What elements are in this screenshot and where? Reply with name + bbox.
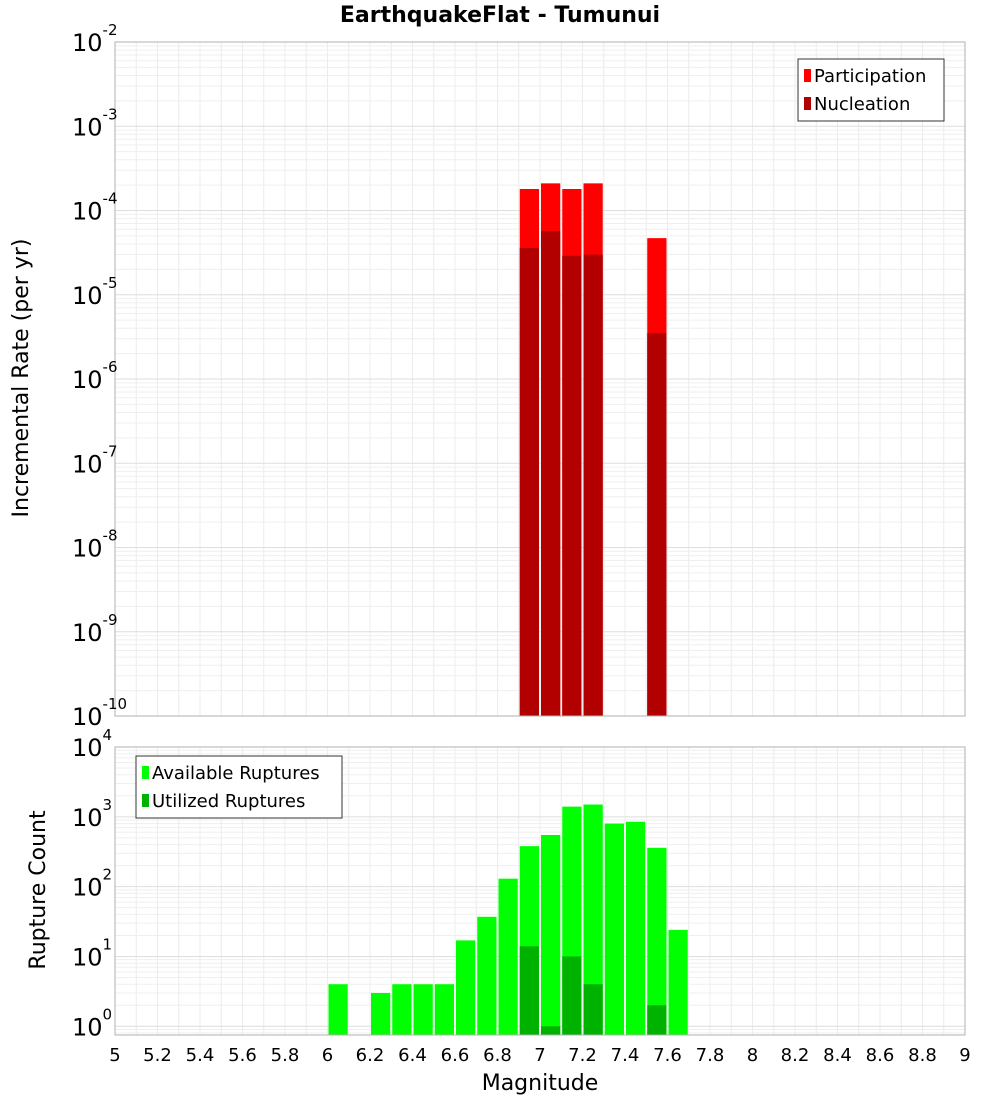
x-tick-label: 6	[322, 1045, 333, 1066]
chart-title: EarthquakeFlat - Tumunui	[340, 3, 660, 28]
bar-available-ruptures	[498, 878, 518, 1035]
y-tick-label: 10-7	[72, 442, 118, 478]
bar-nucleation	[583, 254, 603, 716]
x-tick-label: 8.4	[823, 1045, 852, 1066]
bar-utilized-ruptures	[562, 956, 582, 1035]
x-axis-title: Magnitude	[482, 1071, 599, 1096]
top-plot-frame	[114, 41, 966, 717]
top-legend: Participation Nucleation	[797, 58, 945, 122]
bar-utilized-ruptures	[519, 946, 539, 1035]
x-tick-label: 7.4	[611, 1045, 640, 1066]
x-tick-label: 8	[747, 1045, 758, 1066]
y-tick-label: 10-9	[72, 611, 118, 647]
x-tick-label: 8.8	[908, 1045, 937, 1066]
bar-available-ruptures	[477, 916, 497, 1035]
x-tick-label: 8.6	[866, 1045, 895, 1066]
top-grid	[114, 42, 966, 717]
legend-label: Utilized Ruptures	[152, 791, 305, 812]
bar-available-ruptures	[583, 804, 603, 1035]
x-tick-label: 9	[959, 1045, 970, 1066]
bottom-y-tick-labels: 100 101 102 103 104	[72, 726, 112, 1041]
bar-available-ruptures	[604, 823, 624, 1035]
x-tick-label: 5.2	[143, 1045, 172, 1066]
bar-available-ruptures	[392, 984, 412, 1035]
bar-utilized-ruptures	[583, 984, 603, 1035]
x-tick-label: 6.8	[483, 1045, 512, 1066]
y-tick-label: 103	[72, 796, 112, 832]
top-y-tick-labels: 10-10 10-9 10-8 10-7 10-6 10-5 10-4 10-3 10-2	[72, 21, 127, 731]
top-plot-area: 10-10 10-9 10-8 10-7 10-6 10-5 10-4 10-3 10-2 Par…	[72, 21, 966, 731]
bar-available-ruptures	[371, 992, 391, 1035]
bar-nucleation	[541, 231, 561, 716]
y-tick-label: 102	[72, 866, 112, 902]
bottom-plot-area: 100 101 102 103 104 Available Ruptures Utilize…	[72, 726, 966, 1041]
y-tick-label: 101	[72, 935, 112, 971]
y-tick-label: 10-6	[72, 358, 118, 394]
y-tick-label: 10-8	[72, 527, 118, 563]
bar-utilized-ruptures	[541, 1026, 561, 1035]
bar-utilized-ruptures	[647, 1005, 667, 1035]
y-tick-label: 10-4	[72, 190, 118, 226]
bottom-y-axis-title: Rupture Count	[26, 810, 51, 970]
bar-available-ruptures	[413, 984, 433, 1035]
bar-nucleation	[562, 255, 582, 716]
y-tick-label: 10-10	[72, 695, 127, 731]
y-tick-label: 10-3	[72, 105, 118, 141]
x-tick-label: 7	[534, 1045, 545, 1066]
y-tick-label: 100	[72, 1005, 112, 1041]
legend-swatch	[804, 97, 811, 110]
x-tick-label: 5	[109, 1045, 120, 1066]
x-tick-label: 7.8	[696, 1045, 725, 1066]
legend-swatch	[804, 69, 811, 82]
x-tick-labels: 5 5.2 5.4 5.6 5.8 6 6.2 6.4 6.6 6.8 7 7.2 7.4 7.6 7.8 8…	[109, 1045, 970, 1066]
x-tick-label: 6.2	[356, 1045, 385, 1066]
x-tick-label: 5.8	[271, 1045, 300, 1066]
bar-available-ruptures	[434, 984, 454, 1035]
bar-available-ruptures	[328, 984, 348, 1035]
y-tick-label: 10-5	[72, 274, 118, 310]
y-tick-label: 10-2	[72, 21, 118, 57]
bar-nucleation	[519, 247, 539, 716]
bottom-legend: Available Ruptures Utilized Ruptures	[135, 755, 343, 819]
legend-label: Participation	[814, 66, 926, 87]
x-tick-label: 5.6	[228, 1045, 257, 1066]
x-tick-label: 7.6	[653, 1045, 682, 1066]
x-tick-label: 5.4	[186, 1045, 215, 1066]
bar-available-ruptures	[541, 834, 561, 1035]
y-tick-label: 104	[72, 726, 112, 762]
bar-available-ruptures	[456, 940, 476, 1035]
bottom-plot-frame	[114, 746, 966, 1036]
top-y-axis-title: Incremental Rate (per yr)	[9, 239, 34, 518]
legend-swatch	[142, 766, 149, 779]
bar-nucleation	[647, 333, 667, 716]
bar-available-ruptures	[668, 929, 688, 1035]
legend-label: Available Ruptures	[152, 763, 320, 784]
x-tick-label: 6.6	[441, 1045, 470, 1066]
legend-swatch	[142, 794, 149, 807]
x-tick-label: 6.4	[398, 1045, 427, 1066]
legend-box	[797, 58, 945, 122]
bar-available-ruptures	[647, 847, 667, 1035]
x-tick-label: 8.2	[781, 1045, 810, 1066]
bar-available-ruptures	[626, 821, 646, 1035]
legend-label: Nucleation	[814, 94, 910, 115]
x-tick-label: 7.2	[568, 1045, 597, 1066]
legend-box	[135, 755, 343, 819]
